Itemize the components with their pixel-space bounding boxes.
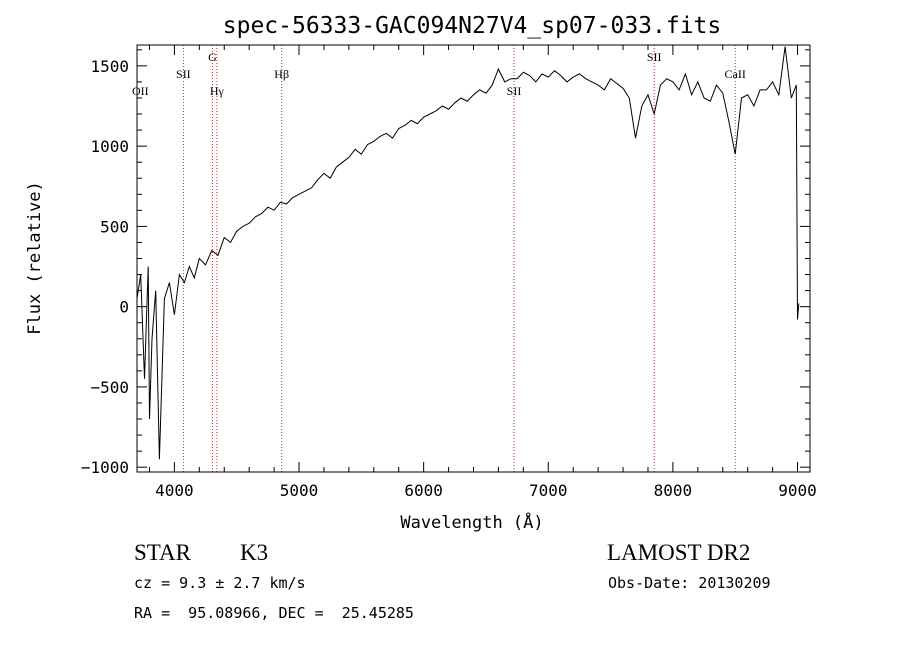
y-tick-label: 500 [100, 217, 129, 236]
line-label-4: Hβ [274, 67, 289, 81]
x-tick-label: 8000 [654, 481, 693, 500]
x-tick-label: 9000 [778, 481, 817, 500]
y-tick-label: 1000 [90, 137, 129, 156]
y-tick-label: −500 [90, 378, 129, 397]
y-tick-label: 1500 [90, 57, 129, 76]
y-tick-label: 0 [119, 298, 129, 317]
redshift-text: cz = 9.3 ± 2.7 km/s [134, 574, 306, 592]
line-label-6: SII [647, 50, 662, 64]
line-label-5: SII [507, 84, 522, 98]
line-label-3: Hγ [210, 84, 225, 98]
x-tick-label: 5000 [280, 481, 319, 500]
x-tick-label: 7000 [529, 481, 568, 500]
spectral-line-markers: OII SII G Hγ Hβ SII SII CaII [132, 45, 746, 472]
y-axis-label: Flux (relative) [25, 181, 45, 335]
object-subclass: K3 [240, 540, 269, 565]
y-tick-label: −1000 [81, 458, 129, 477]
line-label-0: OII [132, 84, 149, 98]
line-label-1: SII [176, 67, 191, 81]
coordinates-text: RA = 95.08966, DEC = 25.45285 [134, 604, 414, 622]
line-label-7: CaII [725, 67, 746, 81]
plot-frame [136, 44, 811, 473]
x-tick-label: 6000 [404, 481, 443, 500]
x-axis-label: Wavelength (Å) [400, 511, 543, 533]
object-class: STAR [134, 540, 191, 565]
line-label-2: G [208, 50, 217, 64]
x-tick-label: 4000 [155, 481, 194, 500]
spectrum-series-line [136, 46, 800, 460]
axis-ticks: 4000 5000 6000 7000 8000 9000 −1000 −500 0 500 100… [81, 45, 817, 500]
obs-date-text: Obs-Date: 20130209 [608, 574, 771, 592]
chart-title: spec-56333-GAC094N27V4_sp07-033.fits [223, 13, 722, 39]
survey-label: LAMOST DR2 [607, 540, 751, 565]
